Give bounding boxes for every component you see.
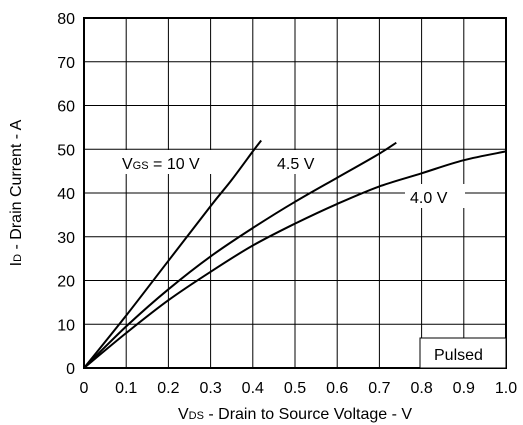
x-tick-label: 0.8 (410, 380, 432, 397)
x-tick-label: 1.0 (495, 380, 517, 397)
series-label-4-0v: 4.0 V (410, 190, 448, 207)
tick-labels: 0 0.1 0.2 0.3 0.4 0.5 0.6 0.7 0.8 0.9 1.0 0 10 20 30 40… (57, 11, 517, 397)
x-tick-label: 0.5 (284, 380, 306, 397)
x-tick-label: 0.4 (242, 380, 264, 397)
y-tick-label: 10 (57, 317, 75, 334)
y-tick-label: 30 (57, 230, 75, 247)
plot-frame (83, 17, 507, 369)
series-label-bg-4-5v (274, 150, 322, 174)
y-tick-label: 60 (57, 99, 75, 116)
y-axis-title: ID - Drain Current - A (8, 119, 25, 266)
x-tick-label: 0.7 (368, 380, 390, 397)
y-tick-label: 40 (57, 186, 75, 203)
y-tick-label: 80 (57, 11, 75, 28)
y-tick-label: 0 (66, 361, 75, 378)
y-tick-label: 20 (57, 274, 75, 291)
pulsed-box (419, 337, 507, 369)
x-tick-label: 0.6 (326, 380, 348, 397)
x-tick-label: 0 (80, 380, 89, 397)
series-label-bg-4-0v (405, 184, 465, 208)
x-tick-label: 0.2 (157, 380, 179, 397)
series-label-4-5v: 4.5 V (277, 156, 315, 173)
y-tick-label: 70 (57, 55, 75, 72)
x-tick-label: 0.1 (115, 380, 137, 397)
series-line-10v (83, 139, 262, 369)
series-line-4-0v (83, 150, 507, 369)
series-label-bg-10v (118, 150, 216, 174)
pulsed-label: Pulsed (434, 347, 483, 364)
x-tick-label: 0.3 (199, 380, 221, 397)
series-group (83, 139, 507, 369)
x-axis-title: VDS - Drain to Source Voltage - V (178, 406, 412, 423)
series-label-10v: VGS = 10 V (122, 156, 200, 173)
x-tick-label: 0.9 (453, 380, 475, 397)
y-tick-label: 50 (57, 142, 75, 159)
series-line-4-5v (83, 141, 397, 369)
